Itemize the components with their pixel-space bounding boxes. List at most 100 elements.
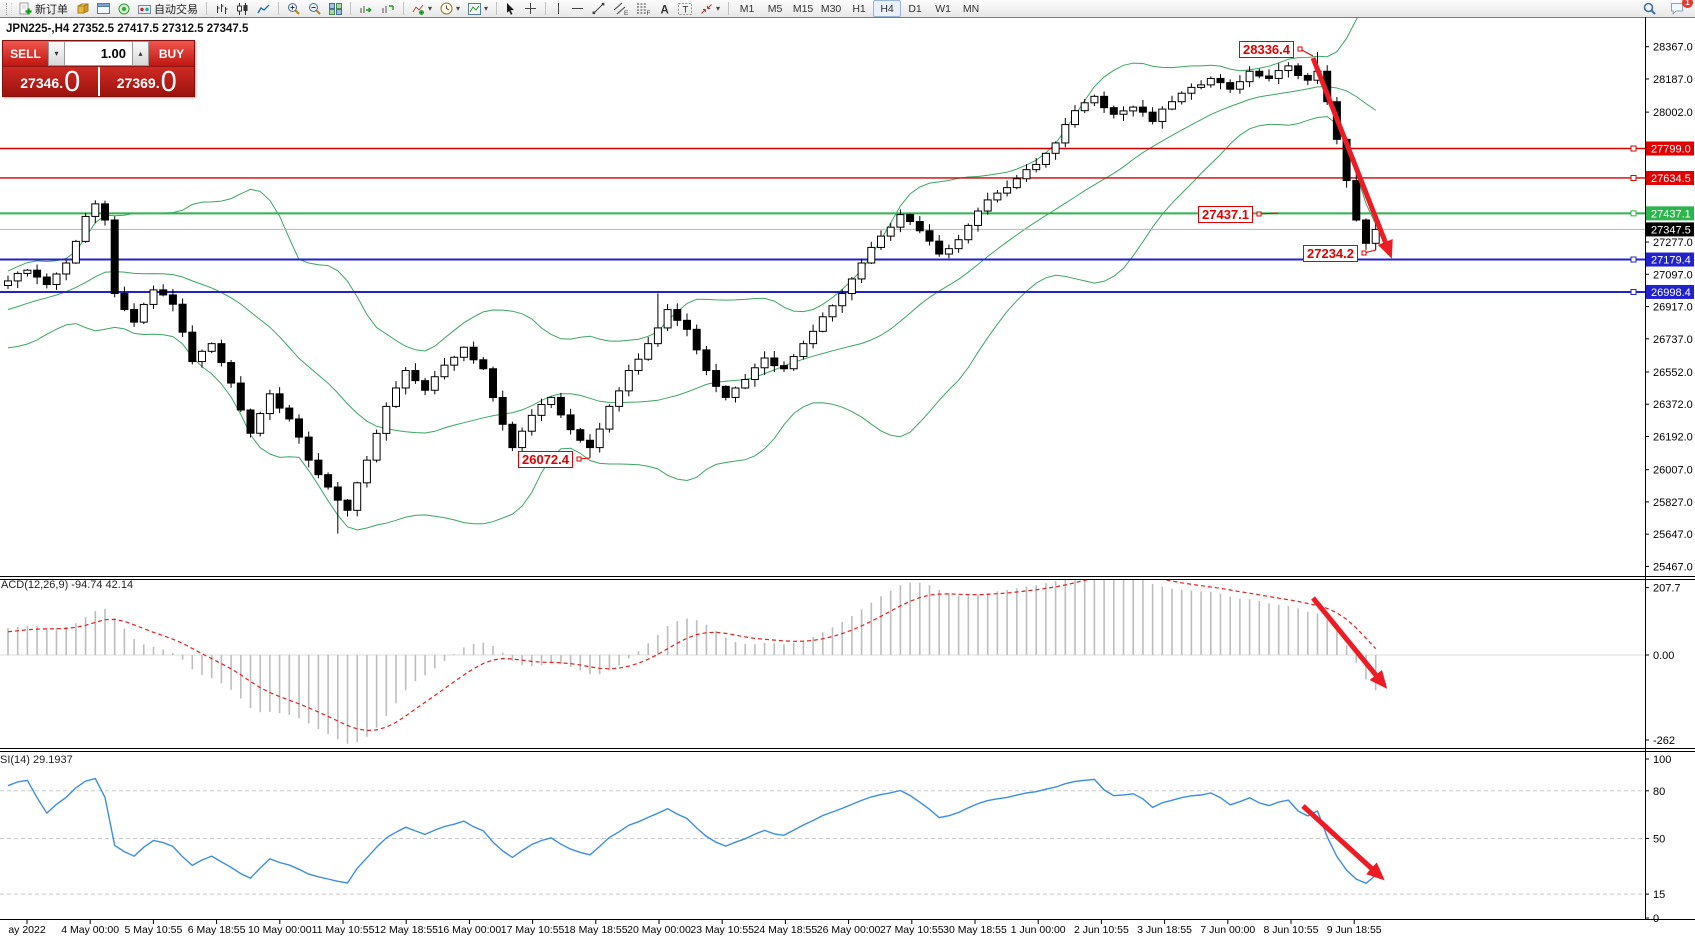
callout-handle[interactable] (1256, 211, 1262, 217)
templates-button[interactable]: ▾ (464, 0, 492, 18)
trend-arrow[interactable] (1310, 57, 1393, 259)
candle-bullish (838, 292, 847, 307)
fibonacci-tool-button[interactable]: F (632, 0, 655, 18)
cursor-tool-button[interactable] (501, 0, 520, 18)
timeframe-mn-button[interactable]: MN (962, 2, 980, 15)
chart-shift-button[interactable] (377, 0, 399, 18)
timeframe-m15-button[interactable]: M15 (792, 2, 814, 15)
candle-bullish (1235, 81, 1244, 90)
vertical-line-tool-button[interactable] (550, 0, 567, 18)
hline-handle[interactable] (1630, 174, 1637, 181)
channel-tool-button[interactable]: E (609, 0, 632, 18)
price-callout-27437[interactable]: 27437.1 (1198, 206, 1253, 223)
hline-handle[interactable] (1630, 145, 1637, 152)
candle-bullish (23, 269, 32, 274)
line-chart-mode-button[interactable] (253, 0, 274, 18)
candle-bullish (1012, 178, 1021, 189)
callout-handle[interactable] (1361, 250, 1367, 256)
candle-bearish (935, 240, 944, 255)
buy-price-display[interactable]: 27369. 0 (98, 66, 195, 98)
candle-bearish (159, 289, 168, 296)
autotrading-button[interactable]: 自动交易 (134, 0, 202, 18)
timeframe-d1-button[interactable]: D1 (908, 2, 922, 15)
timeframe-w1-button[interactable]: W1 (935, 2, 951, 15)
candle-bullish (430, 376, 439, 391)
text-label-tool-button[interactable]: T (674, 0, 696, 18)
indicators-icon (412, 3, 425, 15)
callout-handle[interactable] (576, 456, 582, 462)
data-center-button[interactable] (114, 0, 134, 18)
hline-handle[interactable] (1630, 210, 1637, 217)
price-callout-26072[interactable]: 26072.4 (518, 451, 573, 468)
rsi-panel (0, 777, 1645, 895)
candle-bearish (120, 292, 129, 310)
zoom-in-button[interactable] (283, 0, 304, 18)
time-tick-label: ay 2022 (8, 924, 46, 936)
timeframe-h4-button[interactable]: H4 (873, 0, 902, 17)
chart-background[interactable] (0, 17, 1695, 940)
candle-bullish (896, 214, 905, 228)
candle-bullish (13, 272, 22, 282)
arrows-tool-button[interactable]: ▾ (696, 0, 724, 18)
main-price-panel (0, 17, 1645, 534)
candle-bullish (1371, 228, 1380, 244)
price-callout-28336[interactable]: 28336.4 (1239, 41, 1294, 58)
indicators-button[interactable]: ▾ (408, 0, 436, 18)
toolbar-separator (728, 2, 730, 15)
candle-bearish (188, 331, 197, 363)
search-button[interactable] (1639, 0, 1660, 18)
text-tool-button[interactable]: A (655, 0, 674, 18)
sell-button[interactable]: SELL (3, 41, 48, 66)
crosshair-tool-button[interactable] (520, 0, 541, 18)
new-order-button[interactable]: 新订单 (15, 0, 72, 18)
bar-chart-mode-button[interactable] (211, 0, 232, 18)
chart-canvas[interactable]: 28367.0 28187.0 28002.0 27277.0 27097.0 26917… (0, 17, 1695, 940)
buy-price-big-digit: 0 (160, 66, 177, 98)
time-tick-label: 10 May 00:00 (248, 924, 312, 936)
trend-arrow[interactable] (1301, 804, 1385, 881)
time-tick-label: 6 May 18:55 (188, 924, 246, 936)
callout-handle[interactable] (1297, 46, 1303, 52)
sell-price-display[interactable]: 27346. 0 (3, 67, 99, 97)
trend-arrow[interactable] (1311, 596, 1388, 689)
price-callout-27234[interactable]: 27234.2 (1303, 245, 1358, 262)
candle-bullish (741, 378, 750, 389)
auto-scroll-button[interactable] (355, 0, 377, 18)
macd-tick-label: 207.7 (1653, 583, 1681, 595)
crosshair-icon (524, 2, 537, 15)
periods-button[interactable]: ▾ (436, 0, 464, 18)
time-tick-label: 12 May 18:55 (374, 924, 438, 936)
candlestick-mode-button[interactable] (232, 0, 253, 18)
toolbar-grip[interactable] (6, 2, 12, 15)
hline-handle[interactable] (1630, 256, 1637, 263)
candle-bearish (285, 407, 294, 420)
time-tick-label: 1 Jun 00:00 (1011, 924, 1066, 936)
candle-bullish (256, 413, 265, 434)
data-window-button[interactable] (93, 0, 114, 18)
candle-bearish (1138, 106, 1147, 113)
notifications-button[interactable]: 1 (1666, 0, 1693, 18)
hline-handle[interactable] (1630, 288, 1637, 295)
trendline-tool-button[interactable] (588, 0, 609, 18)
timeframe-m1-button[interactable]: M1 (739, 2, 755, 15)
callout-connector (1258, 212, 1279, 215)
horizontal-line-tool-button[interactable] (567, 0, 588, 18)
timeframe-m5-button[interactable]: M5 (767, 2, 783, 15)
arrows-tool-icon (700, 3, 713, 15)
buy-button[interactable]: BUY (149, 41, 194, 66)
volume-increase-button[interactable]: ▴ (132, 41, 149, 66)
market-watch-button[interactable] (72, 0, 93, 18)
zoom-out-button[interactable] (304, 0, 325, 18)
volume-decrease-button[interactable]: ▾ (48, 41, 65, 66)
timeframe-m30-button[interactable]: M30 (820, 2, 842, 15)
volume-input[interactable] (65, 41, 132, 66)
candle-bearish (906, 214, 915, 222)
time-tick-label: 16 May 00:00 (438, 924, 502, 936)
rsi-tick-label: 80 (1653, 786, 1665, 798)
toolbar-separator (496, 2, 498, 15)
candle-bearish (246, 409, 255, 434)
timeframe-h1-button[interactable]: H1 (852, 2, 866, 15)
time-tick-label: 17 May 10:55 (501, 924, 565, 936)
tile-windows-button[interactable] (325, 0, 346, 18)
